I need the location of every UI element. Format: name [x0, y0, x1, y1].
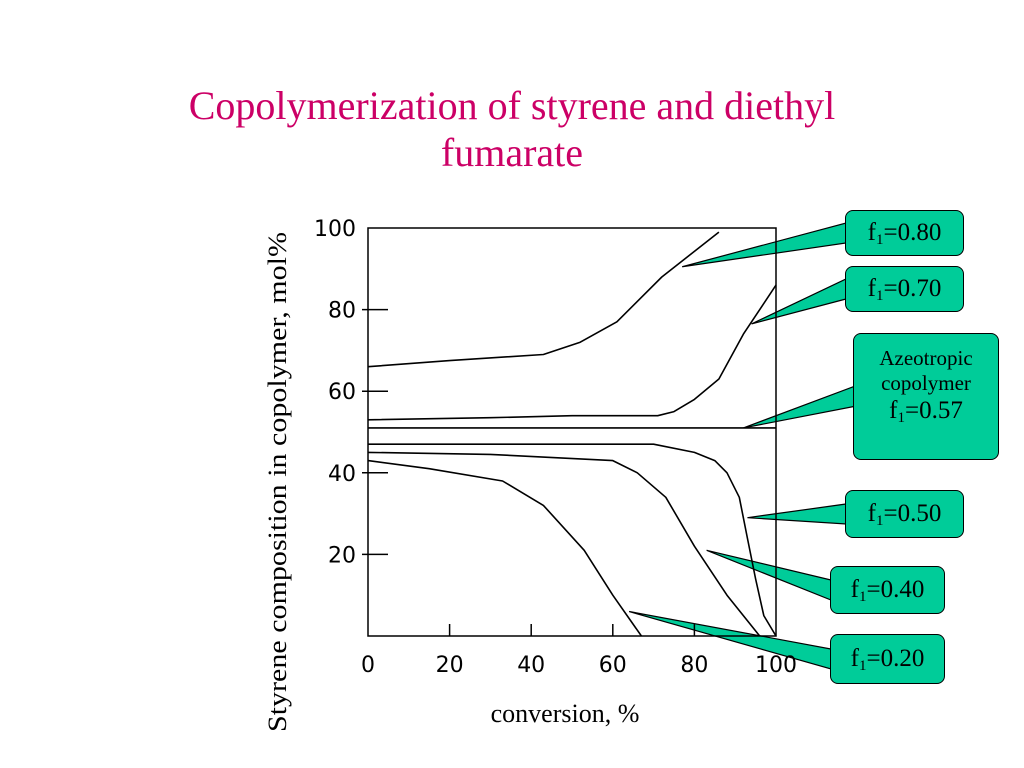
callout-f1-0-40: f1=0.40	[830, 566, 945, 614]
series-line-f1-0-40	[367, 451, 761, 637]
data-series	[367, 231, 777, 637]
x-tick-label: 100	[755, 653, 797, 678]
callout-pointer	[743, 385, 855, 429]
callout-f1-0-70: f1=0.70	[845, 266, 964, 312]
y-tick-label: 60	[328, 380, 356, 405]
callout-pointer	[628, 610, 832, 670]
axis-ticks: 0 20 40 60 80 100 20 40 60 80 100	[314, 217, 797, 678]
x-tick-label: 60	[599, 653, 627, 678]
callout-f1-0-50: f1=0.50	[845, 490, 964, 538]
x-tick-label: 80	[680, 653, 708, 678]
series-line-f1-0-70	[367, 284, 777, 421]
y-tick-label: 40	[328, 462, 356, 487]
series-line-f1-0-20	[367, 459, 643, 637]
copolymer-label: copolymer	[881, 371, 971, 395]
slide-title: Copolymerization of styrene and diethyl …	[0, 82, 1024, 176]
series-line-f1-0-80	[367, 231, 720, 368]
x-tick-label: 20	[436, 653, 464, 678]
callout-azeotropic-f1-0-57: Azeotropic copolymer f1=0.57	[853, 333, 999, 460]
y-tick-label: 80	[328, 299, 356, 324]
title-line-1: Copolymerization of styrene and diethyl	[188, 83, 836, 128]
plot-frame	[367, 227, 777, 637]
x-tick-label: 0	[361, 653, 375, 678]
azeotropic-label: Azeotropic	[879, 346, 973, 370]
title-line-2: fumarate	[440, 130, 584, 175]
x-axis-title: conversion, %	[491, 699, 640, 728]
series-line-f1-0-50	[368, 443, 777, 637]
y-tick-label: 20	[328, 543, 356, 568]
callout-f1-0-20: f1=0.20	[830, 634, 945, 684]
x-tick-label: 40	[517, 653, 545, 678]
y-axis-title: Styrene composition in copolymer, mol%	[263, 232, 292, 732]
callout-pointer	[682, 222, 847, 268]
callout-f1-0-80: f1=0.80	[845, 210, 964, 256]
callout-pointer	[747, 503, 847, 525]
y-tick-label: 100	[314, 217, 356, 242]
